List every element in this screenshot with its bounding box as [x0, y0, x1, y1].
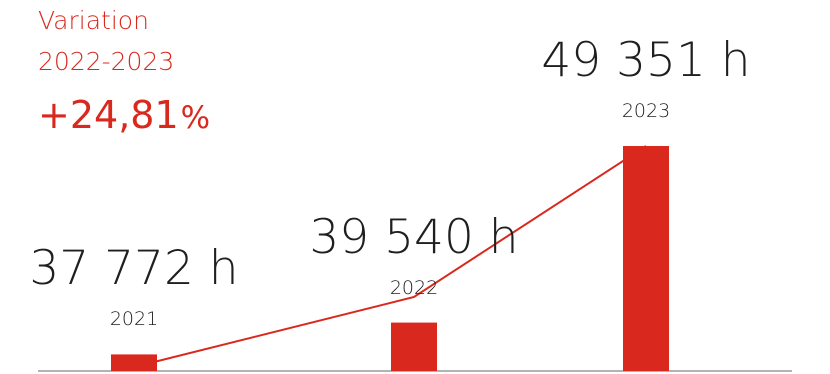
value-label-2022: 39 540 h — [309, 209, 519, 265]
trend-line — [133, 145, 647, 368]
variation-number: +24,81 — [38, 93, 179, 137]
year-label-2022: 2022 — [389, 276, 439, 299]
bar-2023 — [623, 146, 669, 371]
variation-period: 2022-2023 — [38, 47, 175, 76]
bar-2021 — [111, 354, 157, 371]
variation-unit: % — [180, 100, 211, 136]
value-label-2021: 37 772 h — [29, 241, 239, 297]
bar-2022 — [391, 322, 437, 371]
value-label-2023: 49 351 h — [541, 33, 751, 88]
variation-value: +24,81% — [38, 92, 210, 141]
year-label-2023: 2023 — [621, 100, 671, 122]
variation-label: Variation — [38, 6, 149, 35]
year-label-2021: 2021 — [109, 308, 159, 331]
